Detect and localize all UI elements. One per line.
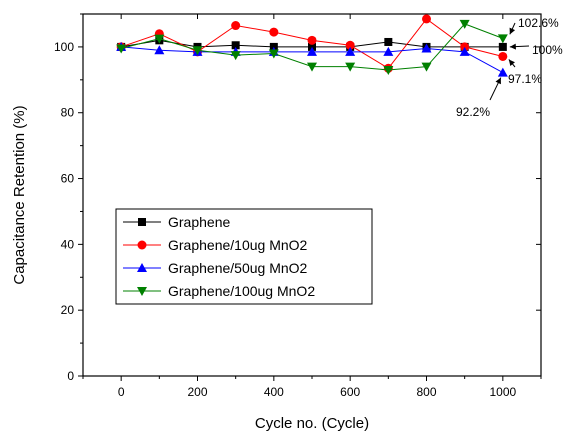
data-point <box>231 21 241 31</box>
x-tick-label: 800 <box>416 385 436 399</box>
data-point <box>497 34 508 44</box>
annotation-label: 92.2% <box>456 105 490 119</box>
data-point <box>459 19 470 29</box>
x-tick-label: 600 <box>340 385 360 399</box>
series-layer <box>116 14 508 77</box>
annotation-label: 97.1% <box>508 72 542 86</box>
data-point <box>345 46 356 56</box>
legend-marker <box>137 287 147 296</box>
legend-label: Graphene/10ug MnO2 <box>168 237 308 253</box>
annotation-arrowhead <box>509 43 516 50</box>
data-point <box>307 35 317 45</box>
legend-label: Graphene <box>168 214 230 230</box>
legend: Graphene Graphene/10ug MnO2 Graphene/50ug … <box>115 208 373 305</box>
data-point <box>383 46 394 56</box>
data-point <box>421 43 432 53</box>
legend-item-4: Graphene/100ug MnO2 <box>123 283 315 299</box>
legend-item-3: Graphene/50ug MnO2 <box>123 260 308 276</box>
annotation-4: 92.2% <box>456 77 502 119</box>
data-point <box>269 27 279 37</box>
annotation-label: 100% <box>532 43 563 57</box>
legend-marker <box>137 263 147 272</box>
x-tick-label: 1000 <box>489 385 516 399</box>
series-4 <box>116 19 508 75</box>
data-point <box>459 46 470 56</box>
x-tick-label: 200 <box>187 385 207 399</box>
legend-marker <box>138 218 146 226</box>
y-tick-label: 0 <box>67 369 74 383</box>
x-axis-title: Cycle no. (Cycle) <box>255 415 369 432</box>
y-tick-label: 20 <box>61 303 75 317</box>
data-point <box>422 14 431 24</box>
y-tick-label: 40 <box>61 237 75 251</box>
y-axis-title: Capacitance Retention (%) <box>11 105 28 284</box>
data-point <box>307 46 317 56</box>
data-point <box>383 65 394 75</box>
data-point <box>384 37 393 46</box>
data-point <box>230 51 241 61</box>
data-point <box>154 34 165 44</box>
annotation-2: 100% <box>509 43 563 57</box>
legend-label: Graphene/100ug MnO2 <box>168 283 315 299</box>
x-tick-label: 400 <box>264 385 284 399</box>
data-point <box>497 67 508 77</box>
data-point <box>268 49 279 59</box>
annotation-arrowhead <box>495 77 501 85</box>
axes: 0 200 400 600 800 1000 0 20 40 60 80 100 <box>54 13 542 399</box>
annotation-3: 97.1% <box>508 59 542 86</box>
legend-item-2: Graphene/10ug MnO2 <box>123 237 308 253</box>
x-tick-label: 0 <box>118 385 125 399</box>
data-point <box>116 44 127 54</box>
annotations: 102.6% 100% 97.1% 92.2% <box>456 16 563 119</box>
annotation-label: 102.6% <box>518 16 559 30</box>
data-point <box>192 46 203 56</box>
data-point <box>154 45 165 55</box>
data-point <box>307 62 317 72</box>
annotation-arrowhead <box>508 59 515 66</box>
legend-marker <box>137 240 147 250</box>
legend-item-1: Graphene <box>123 214 230 230</box>
data-point <box>345 62 356 72</box>
legend-box <box>115 208 373 305</box>
data-point <box>498 42 507 51</box>
data-point <box>421 62 432 72</box>
data-point <box>231 41 240 50</box>
y-tick-label: 60 <box>61 172 75 186</box>
data-point <box>345 40 355 50</box>
annotation-1: 102.6% <box>509 16 559 35</box>
y-tick-label: 100 <box>54 40 74 54</box>
data-point <box>498 51 508 61</box>
annotation-arrowhead <box>509 27 516 35</box>
y-tick-label: 80 <box>61 106 75 120</box>
legend-label: Graphene/50ug MnO2 <box>168 260 308 276</box>
